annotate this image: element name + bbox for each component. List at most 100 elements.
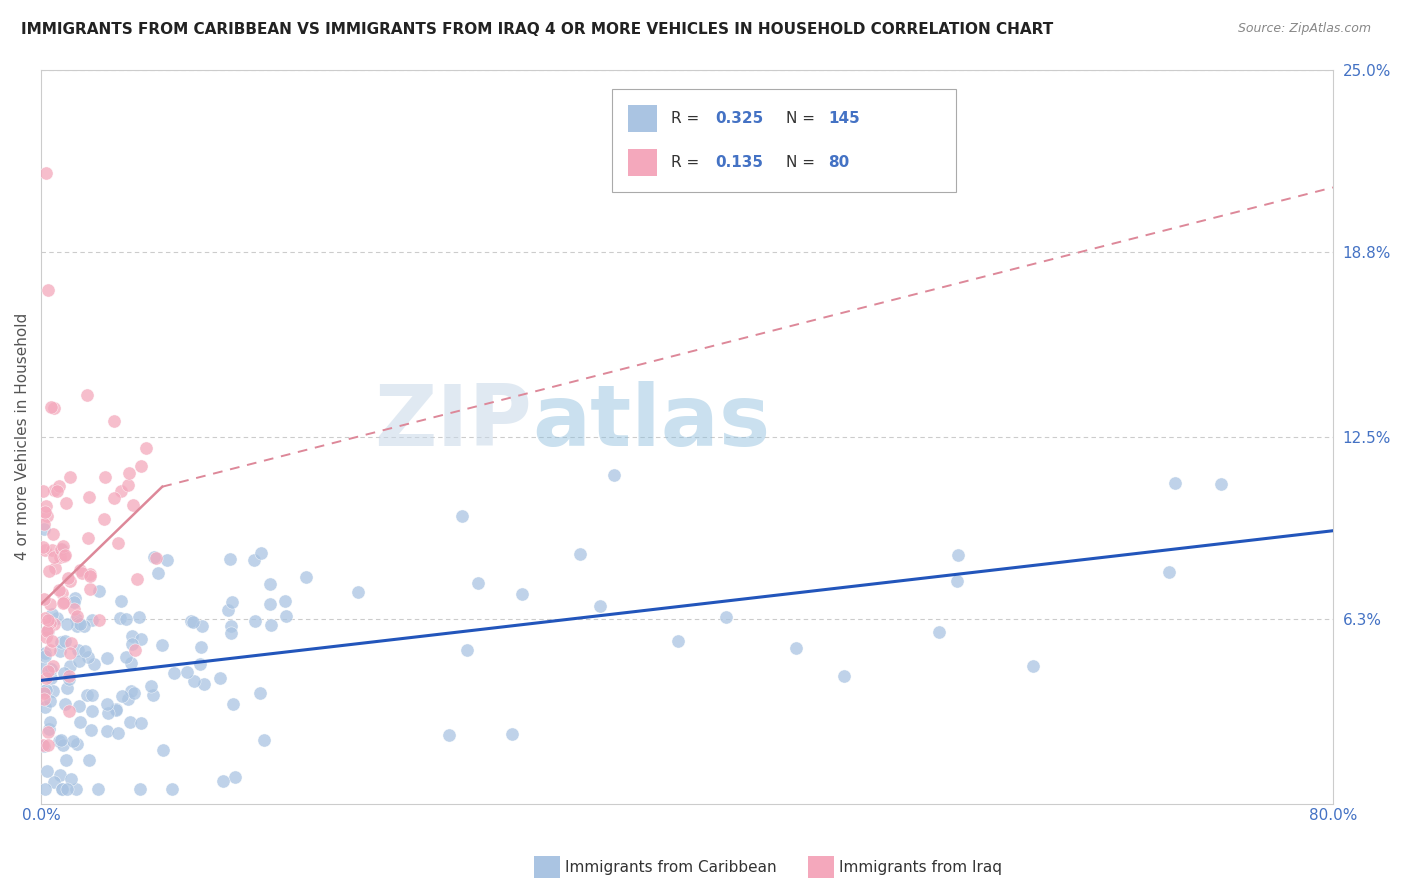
Point (219, 619, 242, 633)
Point (134, 442, 156, 456)
Point (111, 690, 134, 704)
Point (128, 609, 150, 624)
Point (52, 738, 75, 752)
Point (69, 564, 91, 578)
Point (188, 657, 211, 671)
Point (150, 638, 173, 652)
Point (87, 583, 110, 598)
Point (250, 546, 273, 560)
Point (110, 593, 132, 607)
Point (245, 615, 267, 629)
Point (59, 574, 82, 589)
Point (41, 658, 63, 673)
Point (77, 531, 100, 545)
Point (191, 619, 214, 633)
Point (56, 571, 79, 585)
Point (79, 582, 101, 596)
Point (34, 671, 56, 685)
Point (41, 607, 63, 621)
Point (96, 650, 118, 665)
Y-axis label: 4 or more Vehicles in Household: 4 or more Vehicles in Household (15, 313, 30, 560)
Point (44, 616, 66, 631)
Point (785, 641, 807, 656)
Point (156, 553, 179, 567)
Point (107, 726, 129, 740)
Point (51, 542, 73, 557)
Point (832, 669, 855, 683)
Point (124, 643, 146, 657)
Point (253, 732, 276, 747)
Point (34, 505, 56, 519)
Point (96, 724, 118, 739)
Point (96, 697, 118, 711)
Point (120, 684, 142, 698)
Point (59, 646, 82, 660)
Point (221, 595, 243, 609)
Point (183, 673, 205, 688)
Point (48, 734, 70, 748)
Point (38, 643, 60, 657)
Point (51, 781, 73, 796)
Point (69, 617, 91, 632)
Point (142, 688, 165, 702)
Point (58, 704, 80, 718)
Point (63, 602, 86, 616)
Point (37, 624, 59, 638)
Text: 0.325: 0.325 (716, 112, 763, 126)
Point (39, 401, 62, 415)
Point (666, 634, 689, 648)
Point (51, 781, 73, 796)
Point (160, 781, 183, 796)
Point (49, 768, 72, 782)
Text: atlas: atlas (531, 381, 770, 464)
Point (52, 539, 75, 553)
Point (70, 566, 93, 581)
Point (42, 401, 65, 415)
Point (34, 739, 56, 753)
Point (928, 624, 950, 639)
Point (439, 728, 461, 742)
Point (180, 615, 202, 629)
Point (32, 684, 55, 698)
Point (31, 661, 53, 675)
Point (53, 595, 76, 609)
Point (243, 552, 266, 566)
Point (59, 772, 82, 786)
Point (37, 624, 59, 638)
Point (34, 781, 56, 796)
Point (97, 706, 120, 720)
Point (55, 496, 77, 510)
Point (34, 542, 56, 557)
Point (49, 541, 72, 556)
Point (117, 692, 139, 706)
Point (501, 727, 523, 741)
Point (34, 700, 56, 714)
Point (142, 550, 165, 565)
Point (59, 470, 82, 484)
Point (77, 490, 100, 504)
Point (451, 509, 474, 524)
Point (66, 615, 89, 630)
Point (42, 774, 65, 789)
Point (211, 773, 233, 788)
Point (190, 640, 212, 654)
Point (1163, 476, 1185, 491)
Point (107, 535, 129, 549)
Point (146, 566, 169, 580)
Point (1022, 659, 1045, 673)
Point (224, 771, 246, 785)
Point (34, 648, 56, 663)
Point (37, 283, 59, 297)
Text: IMMIGRANTS FROM CARIBBEAN VS IMMIGRANTS FROM IRAQ 4 OR MORE VEHICLES IN HOUSEHOL: IMMIGRANTS FROM CARIBBEAN VS IMMIGRANTS … (21, 22, 1053, 37)
Point (274, 594, 297, 608)
Point (80, 704, 103, 718)
Point (42, 526, 65, 541)
Point (53, 548, 76, 562)
Point (193, 677, 215, 691)
Point (35, 166, 58, 180)
Point (44, 550, 66, 565)
Point (121, 637, 143, 651)
Point (260, 617, 283, 632)
Point (31, 541, 53, 555)
Point (89, 613, 111, 627)
